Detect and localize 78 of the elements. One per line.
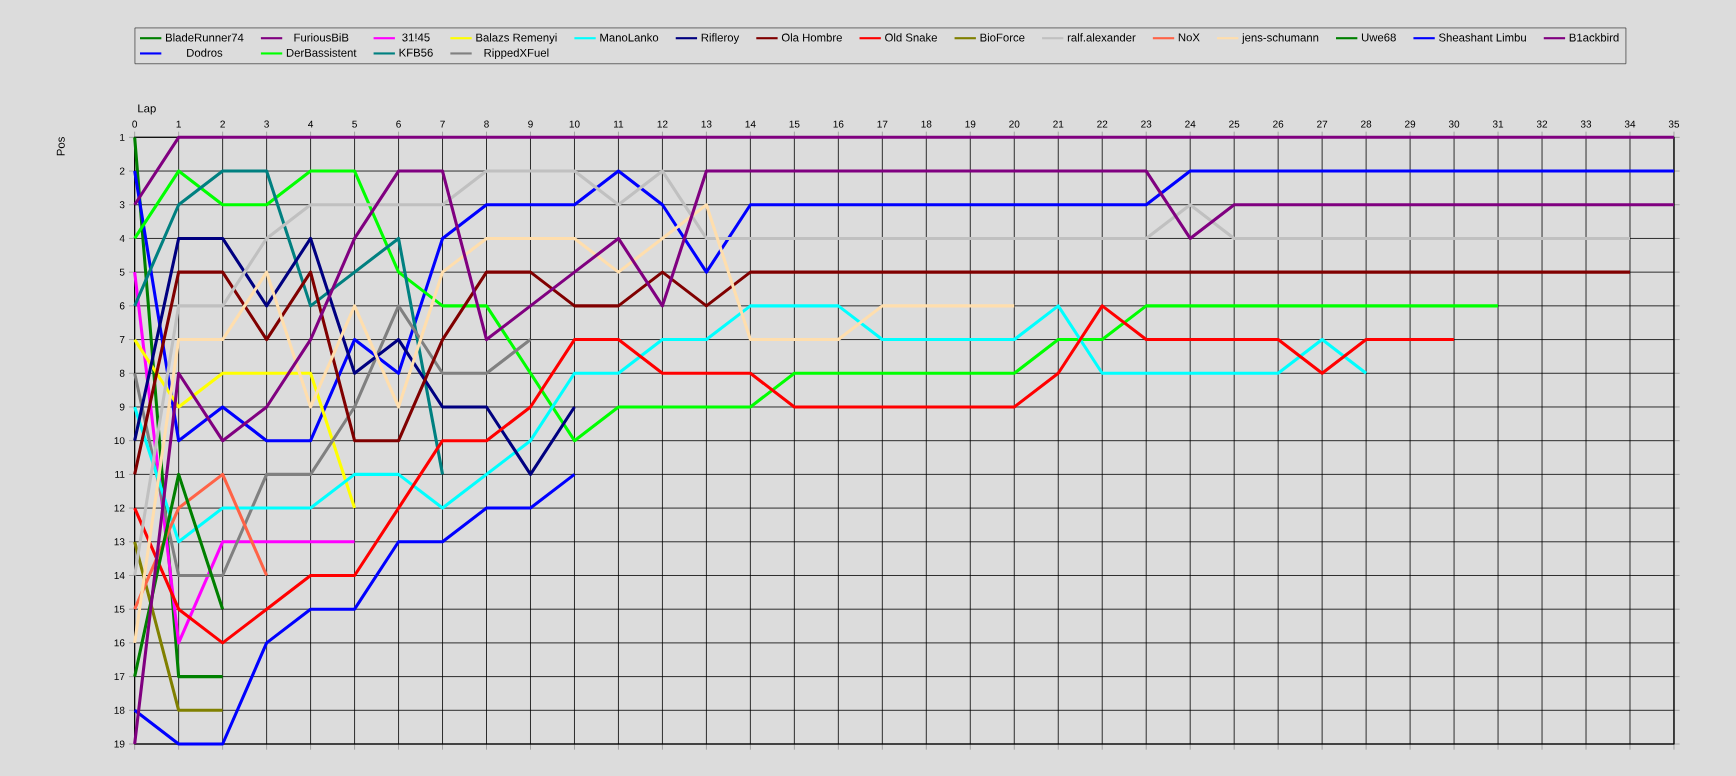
legend-label: BladeRunner74 bbox=[165, 33, 244, 42]
legend-label: NoX bbox=[1178, 33, 1200, 42]
legend-label: DerBassistent bbox=[286, 48, 357, 57]
x-tick-label: 18 bbox=[921, 120, 932, 128]
line-series bbox=[133, 472, 577, 746]
x-tick-label: 16 bbox=[833, 120, 844, 128]
legend-label: Ola Hombre bbox=[781, 33, 842, 42]
x-tick-label: 2 bbox=[220, 120, 225, 128]
y-tick-label: 14 bbox=[114, 572, 125, 579]
x-tick-label: 26 bbox=[1273, 120, 1284, 128]
legend-label: Old Snake bbox=[885, 33, 937, 42]
y-tick-label: 3 bbox=[119, 201, 125, 209]
x-tick-label: 32 bbox=[1536, 120, 1548, 128]
x-tick-label: 21 bbox=[1053, 120, 1064, 128]
x-tick-label: 10 bbox=[569, 120, 580, 128]
y-axis-title: Pos bbox=[56, 137, 65, 156]
x-tick-label: 33 bbox=[1580, 120, 1592, 128]
legend-label: ManoLanko bbox=[600, 33, 659, 42]
y-tick-label: 6 bbox=[119, 302, 125, 310]
x-tick-label: 17 bbox=[877, 120, 888, 128]
legend-label: Sheashant Limbu bbox=[1439, 33, 1526, 42]
x-tick-label: 4 bbox=[308, 120, 314, 128]
x-tick-label: 31 bbox=[1492, 120, 1504, 128]
x-tick-label: 23 bbox=[1141, 120, 1152, 128]
line-series bbox=[133, 236, 577, 476]
x-tick-label: 22 bbox=[1097, 120, 1108, 128]
x-tick-label: 3 bbox=[264, 120, 269, 128]
x-tick-label: 11 bbox=[614, 120, 624, 128]
legend-label: Uwe68 bbox=[1361, 33, 1396, 42]
y-tick-label: 5 bbox=[119, 268, 125, 276]
y-tick-label: 4 bbox=[119, 235, 125, 242]
x-tick-label: 34 bbox=[1624, 120, 1636, 128]
legend-label: 31!45 bbox=[402, 33, 430, 42]
y-tick-label: 11 bbox=[115, 470, 125, 478]
legend-label: B1ackbird bbox=[1569, 33, 1619, 42]
legend-label: jens-schumann bbox=[1241, 33, 1319, 44]
y-tick-label: 7 bbox=[119, 336, 125, 343]
x-tick-label: 29 bbox=[1405, 120, 1416, 128]
x-tick-label: 14 bbox=[745, 120, 756, 128]
y-tick-label: 18 bbox=[114, 706, 125, 714]
y-tick-label: 1 bbox=[120, 133, 125, 141]
legend-label: Rifleroy bbox=[701, 33, 740, 44]
x-tick-label: 20 bbox=[1009, 120, 1020, 128]
y-tick-label: 9 bbox=[119, 403, 125, 411]
y-tick-label: 12 bbox=[114, 504, 125, 512]
x-tick-label: 6 bbox=[396, 120, 401, 128]
x-axis-title: Lap bbox=[138, 104, 156, 115]
legend-label: BioForce bbox=[980, 33, 1025, 42]
y-tick-label: 2 bbox=[119, 167, 125, 175]
y-tick-label: 10 bbox=[114, 437, 125, 445]
x-tick-label: 12 bbox=[657, 120, 668, 128]
legend-label: FuriousBiB bbox=[294, 33, 349, 42]
y-tick-label: 15 bbox=[114, 605, 125, 613]
y-tick-label: 16 bbox=[114, 639, 125, 647]
x-tick-label: 1 bbox=[176, 120, 181, 128]
x-tick-label: 28 bbox=[1361, 120, 1372, 128]
legend-label: Balazs Remenyi bbox=[476, 33, 557, 44]
x-tick-label: 13 bbox=[701, 120, 712, 128]
x-tick-label: 7 bbox=[440, 120, 445, 128]
legend-label: Dodros bbox=[187, 48, 223, 57]
legend-label: ralf.alexander bbox=[1067, 33, 1136, 42]
x-tick-label: 30 bbox=[1448, 120, 1460, 128]
x-tick-label: 24 bbox=[1185, 120, 1196, 128]
y-tick-label: 8 bbox=[119, 369, 125, 377]
x-tick-label: 35 bbox=[1668, 120, 1680, 128]
x-tick-label: 5 bbox=[352, 120, 357, 128]
y-tick-label: 19 bbox=[114, 740, 125, 748]
x-tick-label: 9 bbox=[528, 120, 533, 128]
legend-label: KFB56 bbox=[399, 48, 433, 57]
x-tick-label: 25 bbox=[1229, 120, 1240, 128]
y-tick-label: 13 bbox=[114, 538, 125, 546]
x-tick-label: 0 bbox=[132, 120, 138, 128]
x-tick-label: 15 bbox=[789, 120, 800, 128]
x-tick-label: 19 bbox=[965, 120, 976, 128]
x-tick-label: 27 bbox=[1317, 120, 1328, 128]
legend-label: RippedXFuel bbox=[484, 48, 549, 60]
x-tick-label: 8 bbox=[484, 120, 489, 128]
y-tick-label: 17 bbox=[114, 673, 125, 681]
